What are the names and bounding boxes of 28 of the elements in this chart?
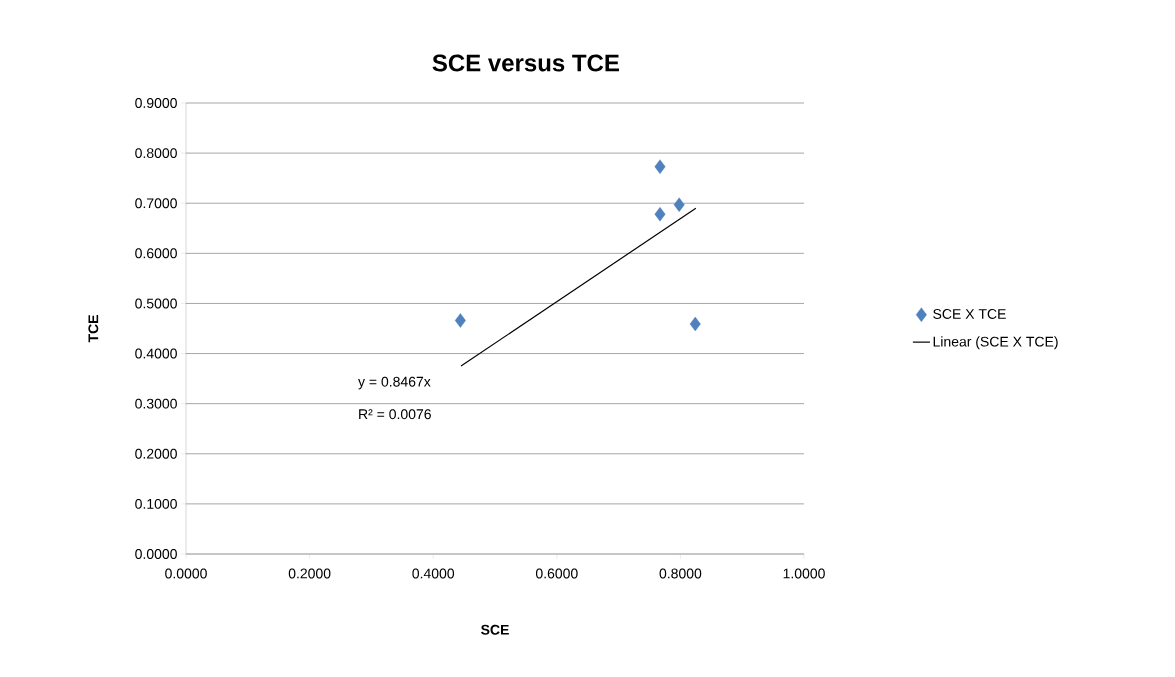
chart-title: SCE versus TCE bbox=[432, 54, 619, 72]
point bbox=[689, 316, 701, 332]
y-tick-label: 0.5000 bbox=[135, 298, 177, 309]
annotation: y = 0.8467x bbox=[358, 376, 431, 390]
annotation: R² = 0.0076 bbox=[359, 409, 431, 420]
x-tick-label: 0.6000 bbox=[535, 568, 578, 579]
y-axis-title: TCE bbox=[88, 315, 99, 343]
legend-label: SCE X TCE bbox=[933, 309, 1006, 319]
y-tick-label: 0.1000 bbox=[135, 498, 177, 509]
x-axis-title: SCE bbox=[481, 624, 509, 635]
x-tick-label: 0.8000 bbox=[659, 568, 702, 579]
x-tick-label: 0.4000 bbox=[412, 568, 455, 579]
y-tick-label: 0.6000 bbox=[135, 248, 177, 259]
point bbox=[673, 197, 685, 212]
y-tick-label: 0.2000 bbox=[135, 448, 177, 459]
point bbox=[454, 313, 466, 328]
y-tick-label: 0.7000 bbox=[135, 198, 177, 209]
y-tick-label: 0.9000 bbox=[135, 98, 177, 108]
y-tick-label: 0.8000 bbox=[135, 148, 177, 159]
y-tick-label: 0.4000 bbox=[135, 348, 177, 359]
x-tick-label: 0.2000 bbox=[288, 568, 331, 579]
y-tick-label: 0.3000 bbox=[135, 398, 177, 409]
legend-label: Linear (SCE X TCE) bbox=[933, 336, 1058, 350]
point bbox=[654, 159, 666, 174]
y-tick-label: 0.0000 bbox=[135, 549, 177, 559]
x-tick-label: 1.0000 bbox=[783, 568, 825, 579]
point bbox=[654, 207, 666, 222]
x-tick-label: 0.0000 bbox=[165, 568, 207, 579]
